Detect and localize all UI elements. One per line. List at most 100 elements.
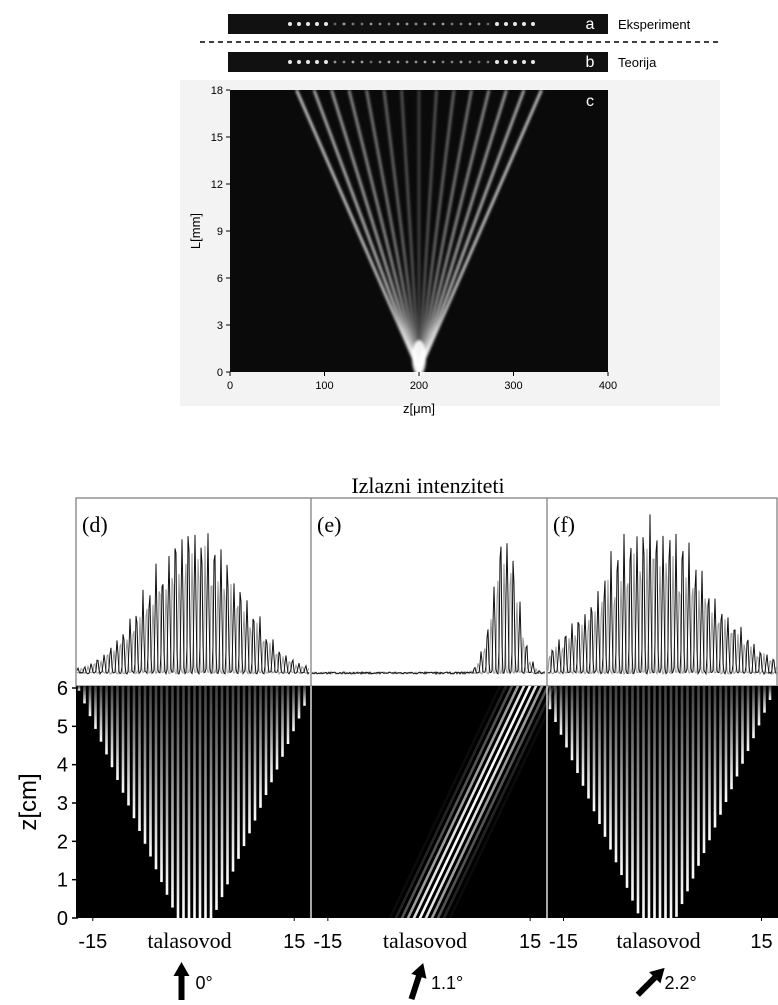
stripe xyxy=(121,686,125,793)
direction-arrow xyxy=(635,967,665,997)
panel-letter: c xyxy=(586,93,594,110)
figure-title: Izlazni intenziteti xyxy=(351,473,504,498)
strip-spot xyxy=(522,22,526,26)
stripe xyxy=(116,686,119,780)
z-tick-label: 4 xyxy=(57,755,68,777)
beam xyxy=(417,89,543,373)
stripe xyxy=(448,686,562,918)
stripe xyxy=(636,686,640,914)
x-tick-label: 15 xyxy=(750,931,772,953)
x-tick-label: 300 xyxy=(504,380,522,392)
strip-spot xyxy=(351,22,355,26)
strip-spot xyxy=(513,22,517,26)
strip-spot xyxy=(414,22,418,26)
strip-spot xyxy=(450,22,454,26)
stripe xyxy=(138,686,141,831)
strip-spot xyxy=(378,60,382,64)
stripe xyxy=(132,686,136,819)
strip-spot xyxy=(495,60,499,64)
stripe xyxy=(587,686,590,799)
strip-spot xyxy=(387,22,391,26)
stripe xyxy=(127,686,130,806)
strip xyxy=(228,14,608,34)
z-tick-label: 6 xyxy=(57,678,68,700)
x-tick-label: 200 xyxy=(410,380,428,392)
stripe xyxy=(669,686,673,918)
beam-origin xyxy=(412,340,426,376)
angle-label: 2.2° xyxy=(665,973,697,993)
y-tick-label: 3 xyxy=(217,320,223,332)
stripe xyxy=(281,686,284,757)
stripe xyxy=(275,686,279,770)
stripe xyxy=(592,686,596,812)
stripe xyxy=(292,686,295,732)
stripe xyxy=(193,686,196,918)
y-tick-label: 15 xyxy=(211,132,223,144)
strip-spot xyxy=(342,22,346,26)
stripe xyxy=(270,686,273,783)
stripe xyxy=(259,686,262,808)
x-axis-label: z[μm] xyxy=(403,401,435,416)
stripe xyxy=(160,686,163,883)
panel-label: (e) xyxy=(317,512,341,537)
strip-spot xyxy=(360,22,364,26)
strip-spot xyxy=(531,22,535,26)
stripe xyxy=(253,686,257,821)
strip-spot xyxy=(513,60,517,64)
stripe xyxy=(242,686,246,847)
strip-spot xyxy=(468,60,472,64)
stripe xyxy=(559,686,563,735)
stripe xyxy=(388,686,502,918)
beam xyxy=(312,89,421,373)
strip-spot xyxy=(432,22,436,26)
stripe xyxy=(176,686,180,918)
beam xyxy=(382,89,421,373)
stripe xyxy=(412,686,526,918)
strip-letter: b xyxy=(586,54,595,71)
stripe xyxy=(442,686,556,918)
stripe xyxy=(603,686,607,837)
stripe xyxy=(143,686,147,844)
x-tick-label: 15 xyxy=(283,931,305,953)
stripe xyxy=(198,686,202,918)
intensity-profile xyxy=(547,514,777,676)
propagation-pattern xyxy=(548,686,772,918)
strip-spot xyxy=(441,60,445,64)
z-axis-label: z[cm] xyxy=(15,773,42,830)
strip-spot xyxy=(351,60,355,64)
angle-label: 1.1° xyxy=(431,973,463,993)
stripe xyxy=(548,686,552,710)
stripe xyxy=(204,686,207,918)
strip-spot xyxy=(423,22,427,26)
stripe xyxy=(297,686,301,719)
strip-spot xyxy=(342,60,346,64)
x-tick-label: -15 xyxy=(313,931,342,953)
strip-spot xyxy=(405,60,409,64)
stripe xyxy=(598,686,601,825)
strip-label: Eksperiment xyxy=(618,17,691,32)
strip-spot xyxy=(468,22,472,26)
beam xyxy=(347,89,421,373)
y-axis-label: L[mm] xyxy=(188,213,203,249)
stripe xyxy=(713,686,717,828)
strip-spot xyxy=(477,22,481,26)
strip-spot xyxy=(432,60,436,64)
stripe xyxy=(658,686,662,918)
stripe xyxy=(400,686,514,918)
stripe xyxy=(237,686,240,859)
stripe xyxy=(763,686,766,713)
strip-spot xyxy=(504,60,508,64)
stripe xyxy=(647,686,651,918)
x-tick-label: 100 xyxy=(315,380,333,392)
beam xyxy=(417,89,491,373)
strip-spot xyxy=(387,60,391,64)
stripe xyxy=(94,686,97,729)
strip-spot xyxy=(396,22,400,26)
stripe xyxy=(554,686,557,722)
z-tick-label: 5 xyxy=(57,716,68,738)
stripe xyxy=(83,686,86,704)
heatmap-bottom xyxy=(76,686,778,918)
beam xyxy=(295,89,421,373)
stripe xyxy=(741,686,744,764)
